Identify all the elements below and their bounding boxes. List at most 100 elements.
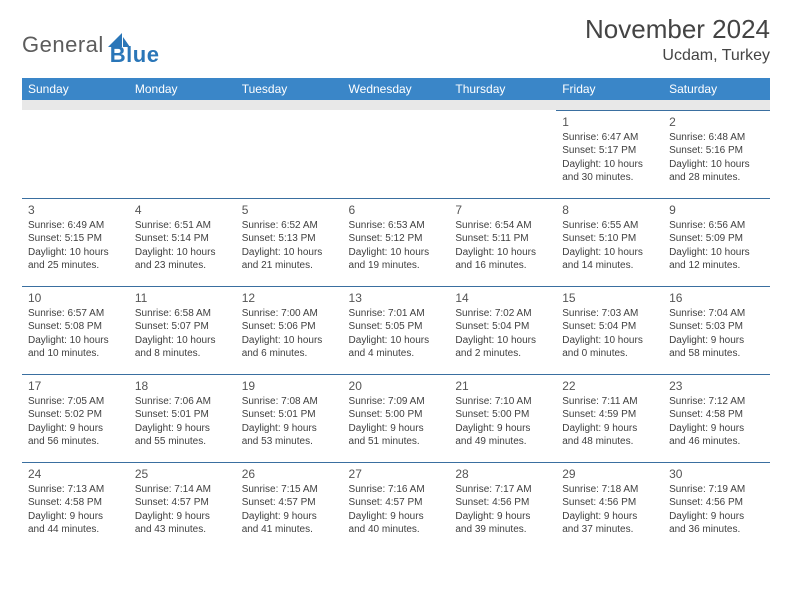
day-info-line: and 58 minutes. (669, 347, 764, 361)
day-info-line: and 6 minutes. (242, 347, 337, 361)
day-info-line: Daylight: 10 hours (455, 246, 550, 260)
day-number: 25 (135, 466, 230, 482)
day-number: 27 (349, 466, 444, 482)
day-info-line: Sunset: 5:07 PM (135, 320, 230, 334)
day-info-line: and 48 minutes. (562, 435, 657, 449)
day-info-line: Sunset: 5:04 PM (562, 320, 657, 334)
day-info-line: Sunset: 4:56 PM (455, 496, 550, 510)
day-info-line: and 12 minutes. (669, 259, 764, 273)
title-block: November 2024 Ucdam, Turkey (585, 14, 770, 65)
day-info-line: Sunrise: 7:10 AM (455, 395, 550, 409)
day-info-line: Sunrise: 7:03 AM (562, 307, 657, 321)
week-row: 17Sunrise: 7:05 AMSunset: 5:02 PMDayligh… (22, 374, 770, 462)
empty-cell (22, 110, 129, 198)
day-info-line: Sunset: 5:01 PM (135, 408, 230, 422)
day-cell: 12Sunrise: 7:00 AMSunset: 5:06 PMDayligh… (236, 286, 343, 374)
day-info-line: Sunset: 5:02 PM (28, 408, 123, 422)
day-cell: 15Sunrise: 7:03 AMSunset: 5:04 PMDayligh… (556, 286, 663, 374)
day-info-line: Sunset: 5:09 PM (669, 232, 764, 246)
day-info-line: Daylight: 9 hours (562, 422, 657, 436)
day-info-line: and 39 minutes. (455, 523, 550, 537)
day-cell: 30Sunrise: 7:19 AMSunset: 4:56 PMDayligh… (663, 462, 770, 550)
day-info-line: Sunset: 4:56 PM (562, 496, 657, 510)
day-info-line: Daylight: 9 hours (28, 422, 123, 436)
day-info-line: Sunset: 5:14 PM (135, 232, 230, 246)
day-number: 2 (669, 114, 764, 130)
day-info-line: Daylight: 9 hours (669, 422, 764, 436)
day-info-line: Sunset: 5:15 PM (28, 232, 123, 246)
day-cell: 13Sunrise: 7:01 AMSunset: 5:05 PMDayligh… (343, 286, 450, 374)
day-cell: 17Sunrise: 7:05 AMSunset: 5:02 PMDayligh… (22, 374, 129, 462)
day-number: 15 (562, 290, 657, 306)
day-info-line: and 10 minutes. (28, 347, 123, 361)
day-info-line: Sunset: 5:11 PM (455, 232, 550, 246)
day-info-line: Sunrise: 7:14 AM (135, 483, 230, 497)
day-info-line: Sunset: 5:16 PM (669, 144, 764, 158)
day-cell: 25Sunrise: 7:14 AMSunset: 4:57 PMDayligh… (129, 462, 236, 550)
day-number: 9 (669, 202, 764, 218)
day-info-line: Sunrise: 6:48 AM (669, 131, 764, 145)
day-info-line: Sunrise: 6:53 AM (349, 219, 444, 233)
logo-text-2: Blue (110, 42, 160, 68)
logo-text-1: General (22, 32, 104, 58)
logo: General Blue (22, 22, 159, 68)
day-info-line: and 41 minutes. (242, 523, 337, 537)
day-info-line: and 21 minutes. (242, 259, 337, 273)
day-info-line: and 49 minutes. (455, 435, 550, 449)
day-number: 23 (669, 378, 764, 394)
day-info-line: Daylight: 9 hours (242, 422, 337, 436)
day-info-line: Sunrise: 6:49 AM (28, 219, 123, 233)
day-info-line: Sunset: 5:01 PM (242, 408, 337, 422)
day-info-line: Daylight: 10 hours (562, 158, 657, 172)
day-info-line: Sunrise: 6:51 AM (135, 219, 230, 233)
day-info-line: Daylight: 10 hours (349, 334, 444, 348)
day-number: 11 (135, 290, 230, 306)
day-info-line: and 37 minutes. (562, 523, 657, 537)
day-header: Monday (129, 78, 236, 100)
empty-cell (236, 110, 343, 198)
day-info-line: Sunrise: 6:56 AM (669, 219, 764, 233)
day-header: Friday (556, 78, 663, 100)
day-number: 18 (135, 378, 230, 394)
day-number: 21 (455, 378, 550, 394)
day-cell: 10Sunrise: 6:57 AMSunset: 5:08 PMDayligh… (22, 286, 129, 374)
day-header-row: SundayMondayTuesdayWednesdayThursdayFrid… (22, 78, 770, 100)
day-info-line: and 30 minutes. (562, 171, 657, 185)
day-number: 7 (455, 202, 550, 218)
day-info-line: Daylight: 10 hours (242, 246, 337, 260)
day-info-line: Daylight: 10 hours (242, 334, 337, 348)
day-cell: 16Sunrise: 7:04 AMSunset: 5:03 PMDayligh… (663, 286, 770, 374)
day-info-line: Daylight: 10 hours (135, 246, 230, 260)
day-info-line: Sunset: 4:57 PM (135, 496, 230, 510)
day-info-line: Daylight: 9 hours (455, 422, 550, 436)
day-info-line: and 40 minutes. (349, 523, 444, 537)
day-cell: 22Sunrise: 7:11 AMSunset: 4:59 PMDayligh… (556, 374, 663, 462)
day-number: 1 (562, 114, 657, 130)
day-header: Tuesday (236, 78, 343, 100)
week-row: 10Sunrise: 6:57 AMSunset: 5:08 PMDayligh… (22, 286, 770, 374)
day-info-line: Sunset: 5:17 PM (562, 144, 657, 158)
day-number: 12 (242, 290, 337, 306)
empty-cell (449, 110, 556, 198)
day-info-line: Sunset: 5:00 PM (349, 408, 444, 422)
week-row: 24Sunrise: 7:13 AMSunset: 4:58 PMDayligh… (22, 462, 770, 550)
day-info-line: Daylight: 10 hours (562, 246, 657, 260)
day-number: 26 (242, 466, 337, 482)
day-info-line: Sunset: 5:06 PM (242, 320, 337, 334)
day-info-line: Daylight: 9 hours (349, 510, 444, 524)
day-cell: 19Sunrise: 7:08 AMSunset: 5:01 PMDayligh… (236, 374, 343, 462)
day-info-line: Daylight: 10 hours (349, 246, 444, 260)
day-info-line: Sunset: 4:58 PM (669, 408, 764, 422)
day-info-line: and 16 minutes. (455, 259, 550, 273)
day-info-line: Daylight: 9 hours (135, 422, 230, 436)
day-info-line: Sunrise: 6:58 AM (135, 307, 230, 321)
day-info-line: Daylight: 10 hours (562, 334, 657, 348)
day-info-line: Sunrise: 7:12 AM (669, 395, 764, 409)
day-number: 6 (349, 202, 444, 218)
day-number: 13 (349, 290, 444, 306)
day-number: 24 (28, 466, 123, 482)
day-info-line: Daylight: 10 hours (669, 246, 764, 260)
day-info-line: Sunrise: 7:08 AM (242, 395, 337, 409)
day-number: 30 (669, 466, 764, 482)
day-cell: 23Sunrise: 7:12 AMSunset: 4:58 PMDayligh… (663, 374, 770, 462)
